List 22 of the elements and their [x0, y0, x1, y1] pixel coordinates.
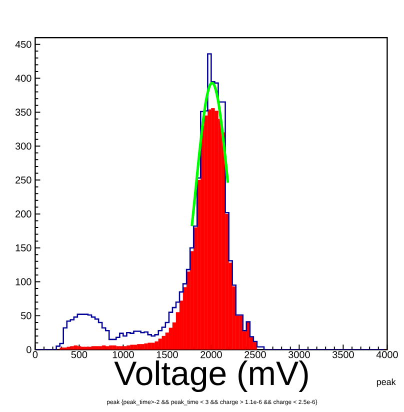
x-tick-label: 2000 [200, 351, 222, 358]
x-tick-label: 1500 [156, 351, 178, 358]
x-axis-title: Voltage (mV) [114, 360, 308, 392]
x-tick-label: 3000 [288, 351, 310, 358]
x-tick-label: 4000 [376, 351, 398, 358]
x-tick-label: 2500 [244, 351, 266, 358]
text: peak [376, 378, 396, 387]
y-tick-label: 50 [21, 312, 32, 320]
y-tick-label: 0 [26, 346, 32, 354]
x-tick-label: 0 [32, 351, 38, 358]
y-tick-label: 100 [16, 278, 32, 286]
y-tick-label: 300 [15, 142, 32, 150]
x-tick-label: 500 [71, 351, 88, 358]
x-tick-label: 3500 [332, 351, 354, 358]
y-tick-label: 450 [15, 40, 32, 48]
y-tick-label: 400 [15, 74, 32, 82]
y-tick-label: 350 [15, 108, 32, 116]
y-tick-label: 200 [16, 210, 32, 218]
y-tick-label: 250 [16, 176, 32, 184]
line-series [190, 82, 230, 228]
x-tick-label: 1000 [112, 351, 134, 358]
y-tick-label: 150 [16, 244, 32, 252]
